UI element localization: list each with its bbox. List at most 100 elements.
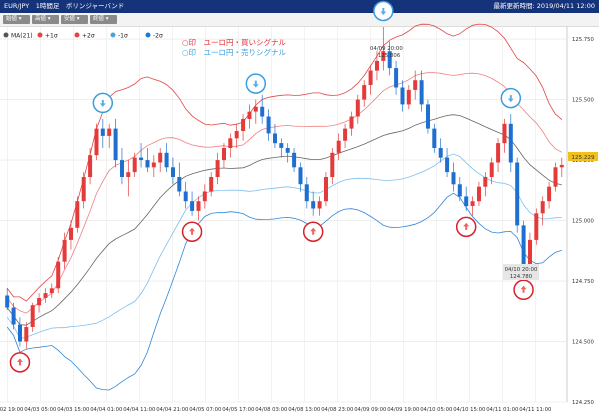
candle-body bbox=[515, 162, 520, 226]
x-tick-label: 04/04 01:00 bbox=[90, 407, 123, 413]
candle-body bbox=[451, 172, 456, 185]
low-price-label: 04/10 20:00 124.780 bbox=[503, 264, 539, 280]
sell-arrow-icon bbox=[252, 80, 259, 88]
candle-body bbox=[158, 152, 163, 163]
current-price-tag: 125.229 bbox=[568, 152, 598, 161]
legend-item-minus2: -2σ bbox=[145, 32, 163, 40]
close-price-dropdown[interactable]: 終値 ▾ bbox=[90, 15, 117, 24]
x-tick-label: 04/11 01:00 bbox=[486, 407, 519, 413]
candle-body bbox=[120, 160, 124, 177]
y-axis-ticks: 125.750 125.500 125.250 125.000 124.750 124.5… bbox=[572, 37, 595, 406]
candle-body bbox=[285, 148, 290, 153]
x-tick-label: 04/11 11:00 bbox=[519, 407, 552, 413]
candle-body bbox=[62, 239, 67, 262]
low-price-dropdown[interactable]: 安値 ▾ bbox=[61, 15, 88, 24]
band-plus2 bbox=[6, 23, 563, 302]
candle-body bbox=[432, 128, 437, 148]
candle-body bbox=[292, 152, 297, 168]
candle-body bbox=[139, 157, 144, 160]
candle-body bbox=[559, 164, 564, 168]
candle-body bbox=[37, 298, 42, 306]
legend-item-minus1: -1σ bbox=[110, 32, 128, 40]
candle-body bbox=[426, 104, 430, 129]
candle-body bbox=[100, 128, 105, 136]
sell-signal-note: ○印 ユーロ円・売りシグナル bbox=[182, 47, 287, 57]
chart-title: EUR/JPY 1時間足 ボリンジャーバンド bbox=[4, 2, 125, 10]
x-tick-label: 04/05 17:00 bbox=[222, 407, 255, 413]
candle-body bbox=[177, 177, 182, 192]
candle-body bbox=[241, 118, 246, 131]
candle-body bbox=[18, 324, 22, 342]
low-label-value: 124.780 bbox=[510, 274, 533, 280]
band-plus1 bbox=[6, 72, 562, 314]
candle-body bbox=[30, 305, 35, 327]
candle-body bbox=[5, 295, 10, 308]
candle-body bbox=[49, 288, 54, 294]
sell-arrow-icon bbox=[99, 99, 106, 107]
current-price-value: 125.229 bbox=[571, 155, 595, 161]
candle-body bbox=[362, 85, 367, 100]
candle-body bbox=[381, 51, 386, 61]
legend-swatch-plus1 bbox=[37, 32, 43, 38]
candle-body bbox=[400, 87, 405, 105]
candle-body bbox=[228, 138, 233, 148]
legend-swatch-ma bbox=[3, 32, 9, 38]
band-minus2 bbox=[6, 192, 562, 391]
candle-body bbox=[496, 143, 501, 163]
candle-body bbox=[190, 201, 195, 211]
title-bar: EUR/JPY 1時間足 ボリンジャーバンド 最新更新時間: 2019/04/1… bbox=[0, 0, 599, 13]
sell-arrow-icon bbox=[380, 8, 387, 15]
candle-body bbox=[171, 167, 175, 177]
candle-body bbox=[298, 167, 303, 185]
x-tick-label: 04/09 09:00 bbox=[354, 407, 387, 413]
candle-body bbox=[470, 201, 475, 206]
open-price-dropdown[interactable]: 始値 ▾ bbox=[3, 15, 30, 24]
x-tick-label: 04/09 19:00 bbox=[387, 407, 420, 413]
candle-body bbox=[164, 152, 169, 168]
candle-body bbox=[368, 70, 373, 85]
y-tick-label: 124.250 bbox=[572, 400, 595, 406]
signal-markers bbox=[9, 0, 534, 373]
band-minus1 bbox=[6, 153, 562, 339]
x-tick-label: 04/03 15:00 bbox=[57, 407, 90, 413]
candle-body bbox=[387, 51, 392, 69]
candle-body bbox=[464, 196, 469, 207]
legend-item-ma: MA(21) bbox=[3, 32, 33, 40]
candle-body bbox=[202, 191, 207, 202]
high-price-dropdown[interactable]: 高値 ▾ bbox=[32, 15, 59, 24]
candle-body bbox=[260, 106, 265, 117]
x-tick-label: 04/04 11:00 bbox=[123, 407, 156, 413]
candle-body bbox=[247, 111, 252, 119]
buy-arrow-icon bbox=[310, 227, 317, 235]
legend-label-plus2: +2σ bbox=[82, 33, 95, 40]
candle-body bbox=[349, 116, 354, 129]
candle-body bbox=[273, 133, 277, 144]
candle-body bbox=[521, 225, 526, 265]
candle-body bbox=[113, 128, 118, 161]
candle-body bbox=[56, 261, 61, 289]
candle-body bbox=[508, 123, 513, 163]
candle-body bbox=[196, 201, 201, 211]
bollinger-bands bbox=[6, 23, 563, 391]
x-tick-label: 04/10 05:00 bbox=[420, 407, 453, 413]
legend-label-minus1: -1σ bbox=[118, 33, 128, 40]
candle-body bbox=[330, 152, 335, 177]
candles bbox=[5, 27, 564, 349]
candle-body bbox=[547, 186, 552, 202]
x-tick-label: 04/05 07:00 bbox=[189, 407, 222, 413]
plot-background bbox=[0, 27, 567, 402]
candle-body bbox=[304, 184, 309, 202]
candle-body bbox=[94, 128, 99, 156]
legend-label-plus1: +1σ bbox=[45, 33, 58, 40]
candle-body bbox=[222, 148, 226, 161]
legend-swatch-minus2 bbox=[145, 32, 151, 38]
legend-swatch-plus2 bbox=[74, 32, 80, 38]
candle-body bbox=[343, 128, 348, 141]
candle-body bbox=[266, 116, 271, 134]
legend-label-minus2: -2σ bbox=[153, 33, 163, 40]
candle-body bbox=[75, 201, 80, 228]
candle-body bbox=[375, 60, 379, 71]
candle-body bbox=[324, 177, 328, 202]
toolbar: 始値 ▾ 高値 ▾ 安値 ▾ 終値 ▾ bbox=[0, 13, 599, 27]
